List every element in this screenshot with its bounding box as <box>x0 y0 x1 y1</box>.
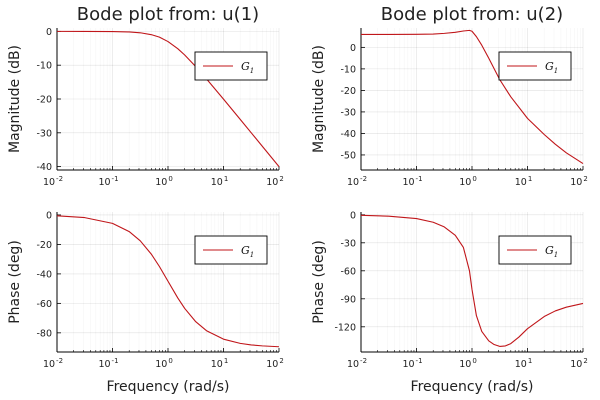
x-tick-label: 102 <box>570 357 588 370</box>
y-tick-label: 0 <box>350 210 356 221</box>
legend: G1 <box>498 235 572 265</box>
legend: G1 <box>498 51 572 81</box>
chart-mag2: 10-2 10-1 100 101 102 0 -10 -20 -30 -40 -50 Bode pl… <box>311 4 588 188</box>
y-axis-label: Magnitude (dB) <box>311 45 327 153</box>
chart-phase2: 10-2 10-1 100 101 102 0 -30 -60 -90 -120 Phase (de… <box>311 210 588 395</box>
x-tick-label: 10-2 <box>43 357 63 370</box>
x-tick-label: 10-2 <box>347 357 367 370</box>
legend: G1 <box>194 235 268 265</box>
y-tick-label: -40 <box>340 129 356 140</box>
y-tick-label: -40 <box>36 162 52 173</box>
y-tick-label: -20 <box>36 95 52 106</box>
y-tick-label: 0 <box>46 27 52 38</box>
y-tick-label: -30 <box>340 107 356 118</box>
y-tick-label: -20 <box>36 240 52 251</box>
x-tick-label: 100 <box>459 357 477 370</box>
y-axis-label: Phase (deg) <box>7 240 23 324</box>
x-tick-label: 101 <box>515 357 533 370</box>
x-tick-label: 100 <box>155 175 173 188</box>
x-tick-label: 102 <box>570 175 588 188</box>
y-tick-label: -10 <box>340 64 356 75</box>
x-tick-label: 10-2 <box>347 175 367 188</box>
x-tick-label: 101 <box>515 175 533 188</box>
y-tick-label: -60 <box>36 299 52 310</box>
y-axis-label: Magnitude (dB) <box>7 45 23 153</box>
legend-label: G1 <box>241 244 254 259</box>
x-tick-label: 10-1 <box>402 175 422 188</box>
chart-title: Bode plot from: u(2) <box>381 4 563 25</box>
x-tick-label: 10-1 <box>402 357 422 370</box>
y-tick-label: 0 <box>350 43 356 54</box>
y-tick-label: -30 <box>340 238 356 249</box>
y-tick-label: -20 <box>340 86 356 97</box>
y-tick-label: -30 <box>36 128 52 139</box>
x-tick-label: 100 <box>155 357 173 370</box>
y-tick-label: -80 <box>36 328 52 339</box>
chart-title: Bode plot from: u(1) <box>77 4 259 25</box>
y-tick-label: -60 <box>340 266 356 277</box>
series-line-G1 <box>56 30 280 167</box>
x-tick-label: 10-1 <box>98 357 118 370</box>
legend: G1 <box>194 51 268 81</box>
y-axis-label: Phase (deg) <box>311 240 327 324</box>
legend-label: G1 <box>545 60 558 75</box>
series-line-G1 <box>360 214 584 347</box>
y-tick-label: -10 <box>36 61 52 72</box>
chart-phase1: 10-2 10-1 100 101 102 0 -20 -40 -60 -80 Phase (deg… <box>7 210 284 395</box>
y-tick-label: -50 <box>340 150 356 161</box>
chart-mag1: 10-2 10-1 100 101 102 0 -10 -20 -30 -40 Bode plot … <box>7 4 284 188</box>
y-tick-label: -120 <box>334 322 356 333</box>
y-tick-label: -90 <box>340 294 356 305</box>
x-tick-label: 10-2 <box>43 175 63 188</box>
legend-label: G1 <box>241 60 254 75</box>
x-tick-label: 100 <box>459 175 477 188</box>
y-tick-label: -40 <box>36 269 52 280</box>
y-tick-label: 0 <box>46 210 52 221</box>
x-tick-label: 102 <box>266 175 284 188</box>
series-line-G1 <box>361 29 584 165</box>
series-line-G1 <box>56 215 280 348</box>
legend-label: G1 <box>545 244 558 259</box>
x-tick-label: 102 <box>266 357 284 370</box>
x-tick-label: 10-1 <box>98 175 118 188</box>
x-axis-label: Frequency (rad/s) <box>411 379 534 395</box>
x-axis-label: Frequency (rad/s) <box>107 379 230 395</box>
x-tick-label: 101 <box>211 357 229 370</box>
x-tick-label: 101 <box>211 175 229 188</box>
